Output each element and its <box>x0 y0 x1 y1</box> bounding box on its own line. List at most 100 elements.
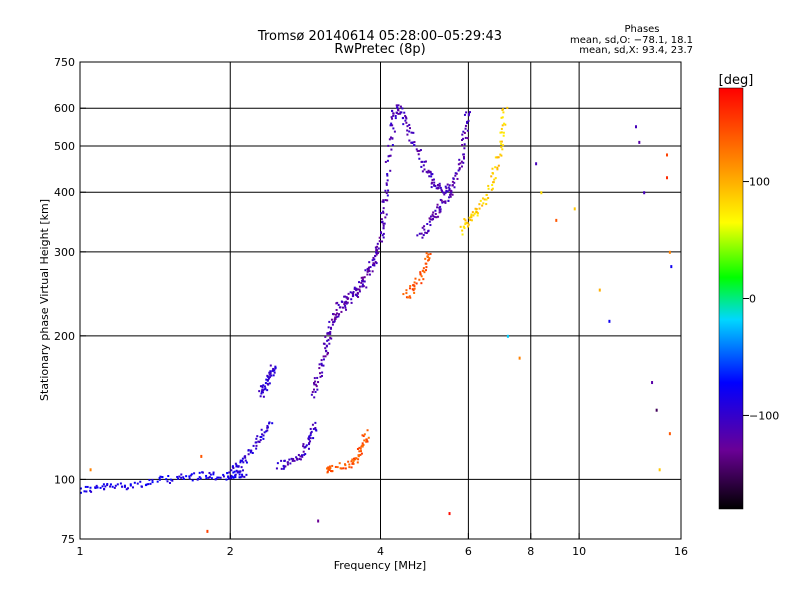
y-tick-label: 500 <box>54 140 75 153</box>
trace-point-F1-low <box>346 301 349 304</box>
trace-point-F2-O <box>392 114 395 117</box>
trace-point-F1-low <box>330 327 333 330</box>
trace-point-F2-O <box>386 179 389 182</box>
trace-point-X-upper <box>491 184 494 187</box>
trace-point-F1 <box>371 264 374 267</box>
trace-point-X-upper <box>497 164 500 167</box>
trace-point-F1-low <box>326 339 329 342</box>
trace-point-X-upper <box>494 156 497 159</box>
trace-point-F2-O <box>391 144 394 147</box>
trace-point-X-upper <box>496 168 499 171</box>
isolated-point <box>317 519 320 523</box>
trace-point-F1-low <box>356 288 359 291</box>
trace-point-low-layer <box>158 478 161 481</box>
trace-point-low-layer <box>151 481 154 484</box>
trace-point-F1-low <box>335 308 338 311</box>
trace-point-E-cusp <box>269 370 272 373</box>
trace-point-sporadic-orange <box>326 467 329 470</box>
trace-point-E-cusp <box>265 378 268 381</box>
trace-point-rise-2 <box>305 444 308 447</box>
trace-point-low-layer <box>86 485 89 488</box>
trace-point-F2-X <box>424 257 427 260</box>
trace-point-rise-2 <box>314 426 317 429</box>
trace-point-X-upper <box>490 175 493 178</box>
trace-point-low-layer <box>245 473 248 476</box>
trace-point-F1-low <box>329 330 332 333</box>
trace-point-F2-O <box>448 184 451 187</box>
trace-point-X-upper <box>491 187 494 190</box>
trace-point-F2-spread <box>427 229 430 232</box>
y-tick-label: 300 <box>54 246 75 259</box>
trace-point-F1 <box>378 236 381 239</box>
trace-point-rise-2 <box>276 462 279 465</box>
trace-point-low-layer <box>94 486 97 489</box>
trace-point-F2-spread <box>451 180 454 183</box>
trace-point-F2-O <box>389 154 392 157</box>
trace-point-rise-2 <box>303 446 306 449</box>
trace-point-low-layer <box>89 489 92 492</box>
trace-point-rise-1 <box>251 451 254 454</box>
trace-point-low-layer <box>114 484 117 487</box>
isolated-point <box>89 468 92 472</box>
trace-point-rise-2 <box>309 437 312 440</box>
trace-point-F2-spread <box>436 206 439 209</box>
trace-point-F2-O <box>397 109 400 112</box>
grid <box>80 62 681 539</box>
trace-point-sporadic-orange <box>344 463 347 466</box>
trace-point-F2-O <box>421 160 424 163</box>
trace-point-F2-O <box>397 104 400 107</box>
trace-point-F2-spread <box>462 130 465 133</box>
trace-point-F1 <box>366 273 369 276</box>
trace-point-F1 <box>353 286 356 289</box>
trace-point-X-upper <box>473 212 476 215</box>
trace-point-F2-spread <box>420 232 423 235</box>
x-tick-label: 1 <box>77 545 84 558</box>
trace-point-E-cusp <box>274 365 277 368</box>
trace-point-sporadic-orange <box>363 439 366 442</box>
trace-point-X-upper <box>471 211 474 214</box>
trace-point-F2-spread <box>418 232 421 235</box>
trace-point-X-upper <box>494 177 497 180</box>
trace-point-X-upper <box>499 140 502 143</box>
trace-point-F2-O <box>413 141 416 144</box>
trace-point-sporadic-orange <box>330 470 333 473</box>
trace-point-F2-O <box>385 183 388 186</box>
trace-point-F1-low <box>314 390 317 393</box>
trace-point-low-layer <box>133 481 136 484</box>
stats-heading: Phases <box>624 24 659 35</box>
trace-point-low-layer <box>198 471 201 474</box>
trace-point-F1 <box>375 251 378 254</box>
trace-point-F2-O <box>418 149 421 152</box>
trace-point-F2-spread <box>464 136 467 139</box>
trace-point-rise-1 <box>235 464 238 467</box>
isolated-point <box>655 408 658 412</box>
colorbar-label: [deg] <box>719 73 754 88</box>
trace-point-rise-1 <box>266 429 269 432</box>
trace-point-F1 <box>385 213 388 216</box>
trace-point-rise-2 <box>311 423 314 426</box>
trace-point-F2-spread <box>442 200 445 203</box>
trace-point-low-layer <box>165 478 168 481</box>
trace-point-F2-O <box>436 183 439 186</box>
trace-point-X-upper <box>499 153 502 156</box>
trace-point-low-layer <box>219 476 222 479</box>
trace-point-low-layer <box>243 475 246 478</box>
trace-point-X-upper <box>461 233 464 236</box>
trace-point-F2-O <box>413 144 416 147</box>
trace-point-F2-O <box>425 170 428 173</box>
trace-point-F2-O <box>428 175 431 178</box>
trace-point-X-upper <box>503 122 506 125</box>
trace-point-F2-spread <box>425 232 428 235</box>
trace-point-low-layer <box>103 487 106 490</box>
trace-point-rise-1 <box>260 428 263 431</box>
trace-point-F1 <box>380 221 383 224</box>
isolated-point <box>200 454 203 458</box>
trace-point-low-layer <box>212 471 215 474</box>
trace-point-F2-O <box>448 187 451 190</box>
trace-point-sporadic-orange <box>331 464 334 467</box>
trace-point-F1 <box>368 270 371 273</box>
trace-point-F1 <box>369 266 372 269</box>
trace-point-X-upper <box>470 213 473 216</box>
trace-point-rise-2 <box>307 447 310 450</box>
trace-point-F2-X <box>418 278 421 281</box>
